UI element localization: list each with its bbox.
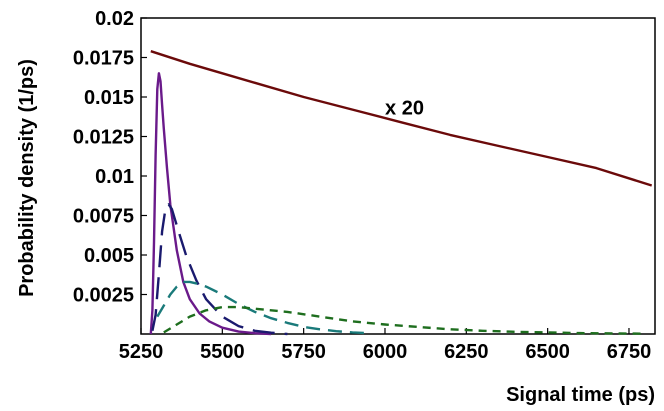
y-axis-title: Probability density (1/ps) [16,59,38,297]
series-line-5 [163,305,646,335]
plot-frame [140,17,656,335]
x-tick-label: 5500 [200,341,245,363]
annotation-label: x 20 [385,97,424,119]
x-tick-label: 6000 [363,341,408,363]
y-tick-label: 0.0175 [73,48,134,70]
y-tick-label: 0.0125 [73,127,134,149]
x-tick-label: 5750 [281,341,326,363]
y-tick-label: 0.0075 [73,206,134,228]
series-group [149,50,653,336]
x-axis-title: Signal time (ps) [506,384,655,406]
y-tick-label: 0.005 [84,245,134,267]
y-tick-label: 0.015 [84,87,134,109]
series-line-4 [156,280,369,335]
y-tick-label: 0.02 [95,8,134,30]
x-tick-label: 6500 [525,341,570,363]
series-line-3 [151,203,288,336]
x-tick-label: 5250 [119,341,164,363]
x-tick-label: 6250 [444,341,489,363]
series-line-1 [150,50,653,187]
labels-group: 5250 5500 5750 6000 6250 6500 6750 0.0025 0.005 0… [73,8,651,363]
axes [140,17,656,335]
series-line-2 [149,72,272,336]
x-tick-label: 6750 [607,341,652,363]
y-tick-label: 0.0025 [73,285,134,307]
y-tick-label: 0.01 [95,166,134,188]
